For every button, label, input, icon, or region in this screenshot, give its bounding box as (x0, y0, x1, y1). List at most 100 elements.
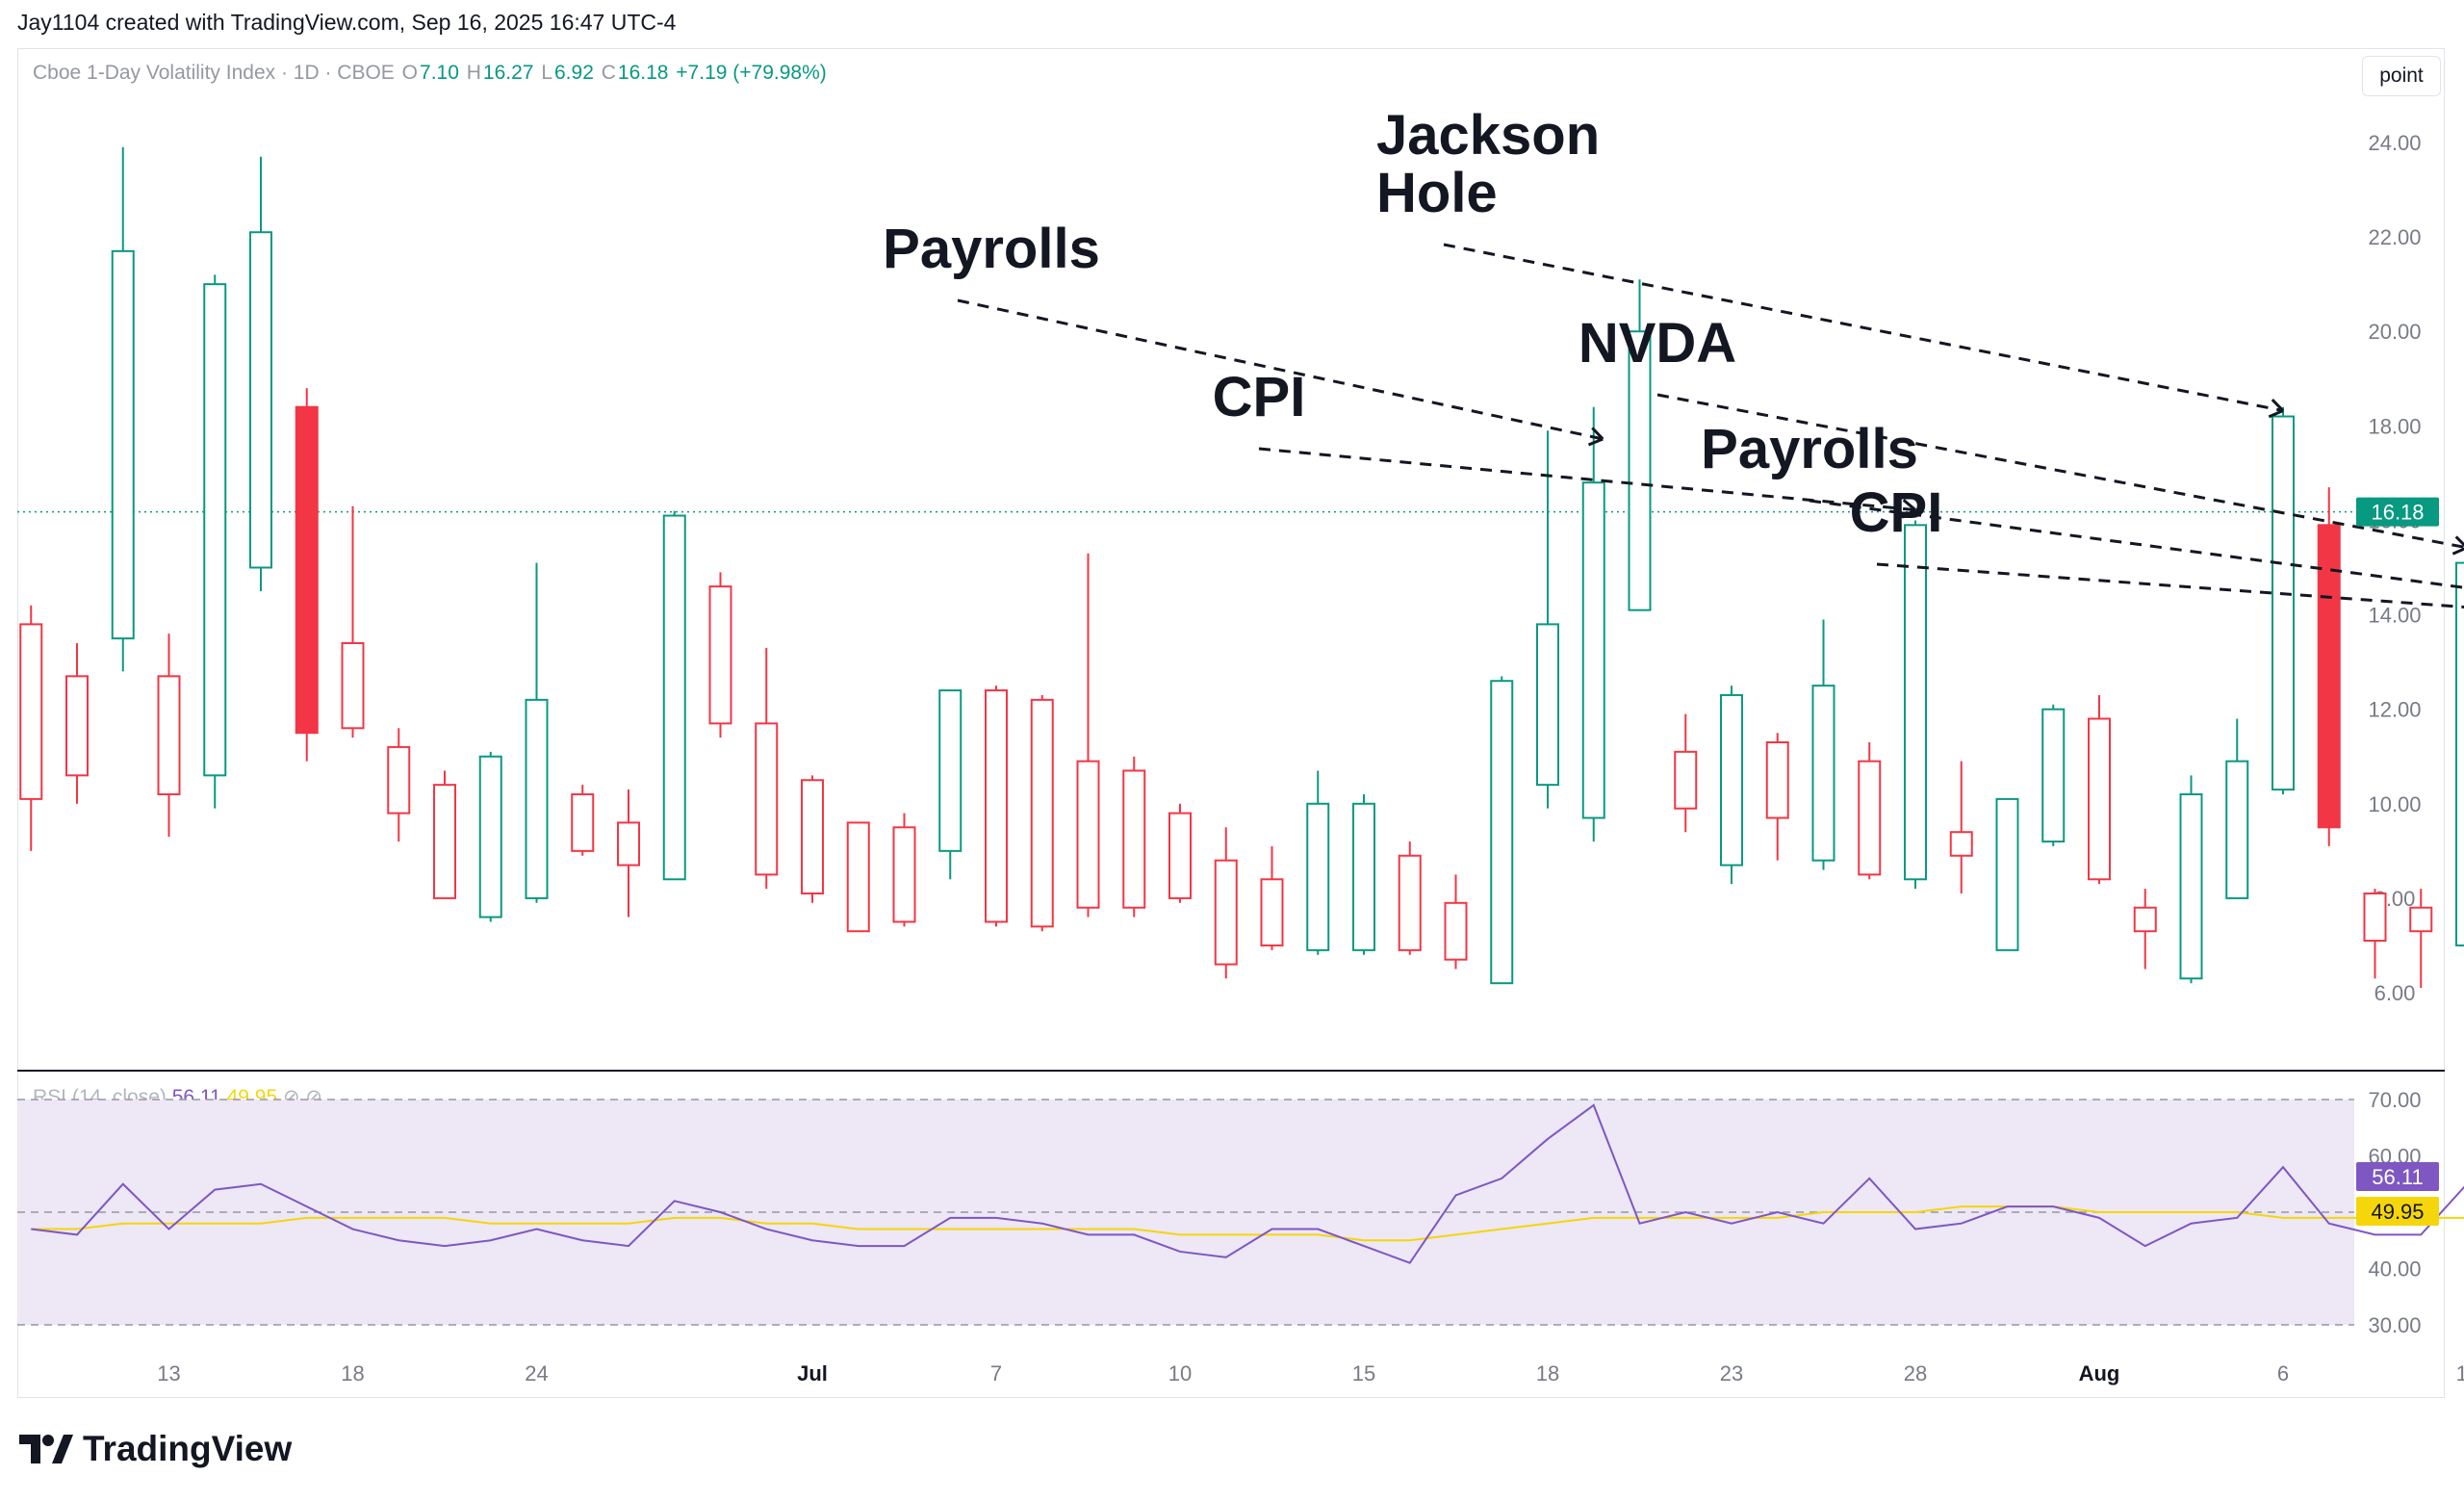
high-label: H (466, 62, 481, 84)
annotation-arrow (1809, 499, 2464, 589)
price-axis-tick: 12.00 (2368, 698, 2421, 722)
candle-body (2179, 792, 2203, 980)
time-axis-tick: 18 (1536, 1361, 1559, 1385)
rsi-value-badge: 56.11 (2372, 1165, 2423, 1189)
annotation-label: CPI (1213, 366, 1306, 428)
candle-body (433, 784, 456, 899)
annotation-arrowhead (2454, 535, 2464, 547)
time-axis-tick: 11 (2456, 1361, 2464, 1385)
annotation-arrow (1258, 447, 1916, 512)
symbol-legend[interactable]: Cboe 1-Day Volatility Index · 1D · CBOE … (33, 62, 829, 85)
candle-body (249, 231, 272, 569)
rsi-ma-badge-bg (2356, 1197, 2439, 1226)
candle-body (2041, 708, 2066, 843)
candle-body (2272, 415, 2295, 791)
time-axis-tick: 13 (157, 1361, 180, 1385)
candle-body (2409, 906, 2433, 933)
annotation-arrowhead (2268, 409, 2284, 419)
candle-body (571, 792, 595, 852)
price-axis-tick: 6.00 (2374, 981, 2416, 1005)
tradingview-logo-icon (19, 1435, 73, 1463)
candle-body (1628, 330, 1652, 611)
annotation-label: Payrolls (1701, 418, 1918, 480)
symbol-title[interactable]: Cboe 1-Day Volatility Index · 1D · CBOE (33, 62, 395, 84)
tradingview-wordmark: TradingView (83, 1429, 293, 1468)
time-axis-tick: 15 (1352, 1361, 1375, 1385)
candle-body (2088, 717, 2111, 881)
annotation-arrow (1876, 562, 2464, 609)
candle-body (892, 826, 916, 923)
annotation-arrowhead (2271, 399, 2285, 412)
candle-body (1214, 859, 1238, 966)
rsi-axis-tick: 70.00 (2368, 1088, 2421, 1112)
candle-body (846, 821, 870, 933)
tradingview-logo[interactable]: TradingView (19, 1429, 292, 1469)
annotation-arrowhead (1901, 508, 1916, 519)
candle-body (157, 675, 181, 795)
rsi-axis-tick: 30.00 (2368, 1313, 2421, 1337)
time-axis-tick: Jul (797, 1361, 828, 1385)
candle-body (708, 585, 732, 725)
candle-body (1765, 741, 1789, 819)
candle-body (2133, 906, 2157, 933)
annotation-label: Payrolls (883, 218, 1100, 280)
last-price-badge: 16.18 (2371, 501, 2424, 525)
rsi-ma-badge: 49.95 (2371, 1200, 2424, 1224)
open-label: O (401, 62, 419, 84)
candle-body (662, 514, 686, 881)
candle-body (387, 745, 411, 815)
high-value: 16.27 (482, 62, 534, 84)
candle-body (1904, 524, 1927, 881)
candle-body (1674, 750, 1698, 810)
annotation-arrowhead (2451, 547, 2464, 556)
candle-body (1581, 481, 1605, 819)
annotation-arrow (957, 298, 1604, 441)
close-value: 16.18 (617, 62, 669, 84)
candle-body (1490, 680, 1514, 985)
candle-body (1720, 693, 1743, 867)
annotation-label: NVDA (1578, 312, 1736, 375)
annotation-arrow (1443, 243, 2284, 412)
candle-body (1444, 901, 1468, 961)
price-axis-tick: 22.00 (2368, 225, 2421, 249)
candle-body (617, 821, 640, 867)
chart-header: Jay1104 created with TradingView.com, Se… (17, 10, 677, 35)
candle-body (2225, 760, 2249, 899)
candle-body (478, 755, 502, 919)
candle-body (1858, 760, 1882, 876)
chart-frame (17, 48, 2445, 1398)
candle-body (985, 689, 1008, 923)
time-axis-tick: 23 (1720, 1361, 1743, 1385)
candle-body (19, 623, 43, 800)
candle-body (525, 698, 549, 899)
candle-body (1168, 812, 1192, 899)
annotation-arrowhead (1587, 437, 1604, 447)
time-axis-tick: 10 (1168, 1361, 1192, 1385)
candle-body (1949, 831, 1973, 857)
candle-body (295, 405, 319, 735)
annotation-arrow (1656, 393, 2464, 549)
candle-body (1030, 698, 1054, 928)
time-axis-tick: 28 (1904, 1361, 1927, 1385)
candle-body (1122, 769, 1146, 909)
candle-body (1995, 797, 2019, 951)
point-button[interactable]: point (2362, 56, 2441, 96)
close-label: C (601, 62, 616, 84)
candle-body (755, 722, 779, 876)
candle-body (2455, 561, 2464, 946)
candle-body (1398, 854, 1422, 951)
candle-body (341, 641, 365, 730)
annotation-label: CPI (1850, 481, 1943, 544)
rsi-line (31, 1103, 2464, 1264)
candle-body (938, 689, 962, 852)
annotation-label: Hole (1376, 162, 1498, 224)
candle-body (2363, 892, 2387, 943)
candle-body (1352, 802, 1375, 951)
candle-body (1811, 685, 1835, 862)
price-axis-tick: 10.00 (2368, 792, 2421, 816)
candle-body (111, 249, 135, 640)
last-price-badge-bg (2356, 497, 2439, 527)
rsi-value-badge-bg (2356, 1162, 2439, 1191)
open-value: 7.10 (420, 62, 459, 84)
